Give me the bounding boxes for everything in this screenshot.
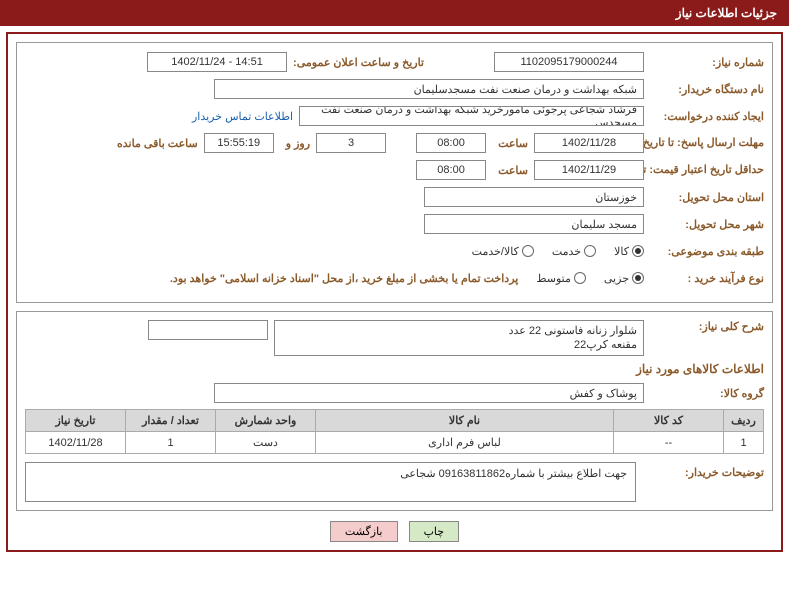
main-container: شماره نیاز: 1102095179000244 تاریخ و ساع… — [6, 32, 783, 552]
print-button[interactable]: چاپ — [409, 521, 460, 542]
th-code: کد کالا — [614, 410, 724, 432]
announce-value: 14:51 - 1402/11/24 — [147, 52, 287, 72]
province-label: استان محل تحویل: — [644, 191, 764, 204]
summary-extra-box — [148, 320, 268, 340]
radio-medium[interactable] — [574, 272, 586, 284]
buyer-org-value: شبکه بهداشت و درمان صنعت نفت مسجدسلیمان — [214, 79, 644, 99]
th-qty: تعداد / مقدار — [126, 410, 216, 432]
th-name: نام کالا — [316, 410, 614, 432]
page-header: جزئیات اطلاعات نیاز — [0, 0, 789, 26]
page-title: جزئیات اطلاعات نیاز — [676, 6, 777, 20]
table-row: 1 -- لباس فرم اداری دست 1 1402/11/28 — [26, 432, 764, 454]
reply-date: 1402/11/28 — [534, 133, 644, 153]
th-row: ردیف — [724, 410, 764, 432]
time-label-1: ساعت — [492, 137, 528, 150]
requester-label: ایجاد کننده درخواست: — [644, 110, 764, 123]
cat-opt1: کالا — [614, 245, 629, 258]
contact-link[interactable]: اطلاعات تماس خریدار — [192, 110, 293, 123]
group-label: گروه کالا: — [644, 387, 764, 400]
info-section: شماره نیاز: 1102095179000244 تاریخ و ساع… — [16, 42, 773, 303]
purchase-note: پرداخت تمام یا بخشی از مبلغ خرید ،از محل… — [170, 272, 518, 285]
back-button[interactable]: بازگشت — [330, 521, 398, 542]
category-label: طبقه بندی موضوعی: — [644, 245, 764, 258]
goods-info-title: اطلاعات کالاهای مورد نیاز — [25, 362, 764, 376]
cell-date: 1402/11/28 — [26, 432, 126, 454]
reply-time: 08:00 — [416, 133, 486, 153]
cell-qty: 1 — [126, 432, 216, 454]
province-value: خوزستان — [424, 187, 644, 207]
time-label-2: ساعت — [492, 164, 528, 177]
buyer-notes-label: توضیحات خریدار: — [644, 462, 764, 502]
summary-section: شرح کلی نیاز: شلوار زنانه فاستونی 22 عدد… — [16, 311, 773, 511]
price-validity-label: حداقل تاریخ اعتبار قیمت: تا تاریخ: — [644, 165, 764, 176]
days-count: 3 — [316, 133, 386, 153]
radio-service[interactable] — [584, 245, 596, 257]
cell-unit: دست — [216, 432, 316, 454]
announce-label: تاریخ و ساعت اعلان عمومی: — [287, 56, 424, 69]
th-date: تاریخ نیاز — [26, 410, 126, 432]
summary-label: شرح کلی نیاز: — [644, 320, 764, 333]
reply-deadline-label: مهلت ارسال پاسخ: تا تاریخ: — [644, 138, 764, 149]
need-no-value: 1102095179000244 — [494, 52, 644, 72]
buyer-org-label: نام دستگاه خریدار: — [644, 83, 764, 96]
radio-both[interactable] — [522, 245, 534, 257]
goods-table: ردیف کد کالا نام کالا واحد شمارش تعداد /… — [25, 409, 764, 454]
buyer-notes-value: جهت اطلاع بیشتر با شماره09163811862 شجاع… — [25, 462, 636, 502]
price-date: 1402/11/29 — [534, 160, 644, 180]
th-unit: واحد شمارش — [216, 410, 316, 432]
button-row: چاپ بازگشت — [16, 521, 773, 542]
cell-n: 1 — [724, 432, 764, 454]
city-value: مسجد سلیمان — [424, 214, 644, 234]
countdown: 15:55:19 — [204, 133, 274, 153]
cat-opt3: کالا/خدمت — [472, 245, 519, 258]
price-time: 08:00 — [416, 160, 486, 180]
cell-name: لباس فرم اداری — [316, 432, 614, 454]
cell-code: -- — [614, 432, 724, 454]
radio-goods[interactable] — [632, 245, 644, 257]
purchase-type-label: نوع فرآیند خرید : — [644, 272, 764, 285]
summary-value: شلوار زنانه فاستونی 22 عدد مقنعه کرپ22 — [274, 320, 644, 356]
requester-value: فرشاد شجاعی پرجوئی مامورخرید شبکه بهداشت… — [299, 106, 644, 126]
cat-opt2: خدمت — [552, 245, 581, 258]
need-no-label: شماره نیاز: — [644, 56, 764, 69]
days-suffix: روز و — [280, 137, 310, 150]
group-value: پوشاک و کفش — [214, 383, 644, 403]
pt-opt2: متوسط — [536, 272, 571, 285]
countdown-suffix: ساعت باقی مانده — [111, 137, 198, 150]
city-label: شهر محل تحویل: — [644, 218, 764, 231]
pt-opt1: جزیی — [604, 272, 629, 285]
radio-minor[interactable] — [632, 272, 644, 284]
